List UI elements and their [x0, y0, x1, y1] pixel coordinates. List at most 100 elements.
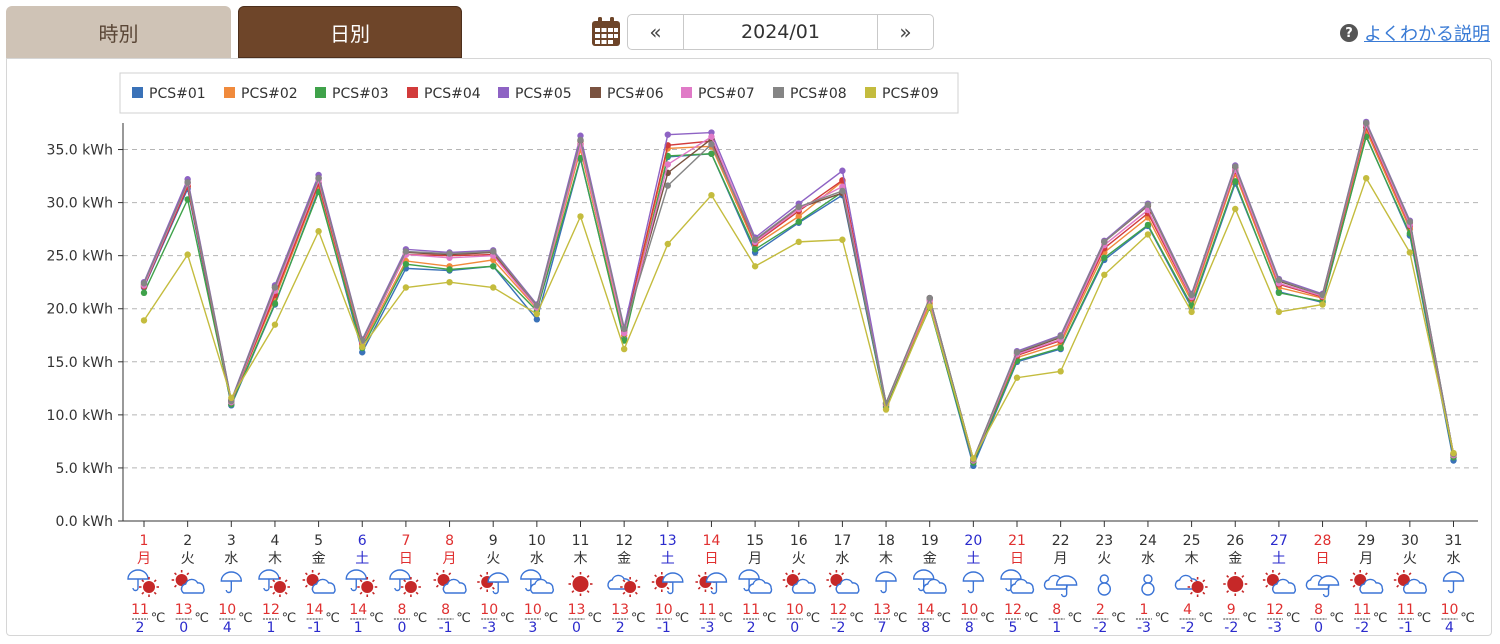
tab-hourly[interactable]: 時別: [6, 6, 231, 58]
sun-cloud-icon: [302, 570, 336, 594]
sun-cloud-icon: [826, 570, 860, 594]
y-tick-label: 30.0 kWh: [47, 196, 113, 212]
sun-ray: [710, 586, 714, 590]
temp-unit: ℃: [282, 611, 297, 626]
help-link[interactable]: よくわかる説明: [1364, 24, 1490, 45]
sun-ray: [272, 579, 276, 583]
cloud-shape: [530, 578, 554, 594]
day-column: 5 金 14 -1℃: [306, 521, 340, 636]
weekday-label: 土: [661, 551, 675, 567]
legend-item: PCS#02: [224, 86, 298, 102]
series-pcs-09: [140, 174, 1457, 462]
legend-box: [119, 72, 959, 114]
data-point: [490, 263, 497, 270]
temp-unit: ℃: [718, 611, 733, 626]
snow-body: [1141, 582, 1155, 596]
data-point: [1013, 374, 1021, 381]
legend-label: PCS#01: [149, 86, 206, 102]
y-tick-label: 15.0 kWh: [47, 355, 113, 371]
question-icon: ?: [1340, 24, 1358, 42]
next-month-button[interactable]: »: [899, 20, 912, 44]
sun-ray: [634, 591, 638, 595]
weekday-label: 水: [224, 551, 238, 567]
y-tick-label: 5.0 kWh: [55, 461, 113, 477]
data-point: [140, 289, 148, 297]
data-point: [1363, 174, 1370, 182]
data-point: [271, 300, 279, 307]
prev-month-button[interactable]: «: [649, 20, 662, 44]
legend-label: PCS#04: [424, 86, 481, 102]
temp-min: -2: [831, 620, 845, 636]
weekday-label: 金: [312, 551, 326, 567]
sun-ray: [479, 586, 483, 590]
sun-ray: [785, 572, 789, 576]
sun-disc: [624, 581, 637, 593]
rain-cloud-icon: [520, 569, 554, 594]
data-point: [228, 394, 235, 402]
sun-ray: [304, 572, 308, 576]
temp-max: 13: [175, 602, 193, 618]
weekday-label: 月: [748, 551, 762, 567]
sun-ray: [435, 572, 439, 576]
day-number: 9: [489, 533, 498, 549]
sun-ray: [448, 572, 452, 576]
sun-disc: [143, 581, 155, 593]
snow-head: [1099, 574, 1110, 584]
umbrella-handle: [880, 581, 887, 594]
sun-disc: [175, 574, 188, 586]
data-point: [882, 406, 890, 413]
sun-ray: [403, 591, 407, 595]
sun-ray: [491, 586, 495, 590]
calendar-icon[interactable]: [590, 16, 622, 48]
temp-min: 4: [1445, 620, 1454, 636]
sun-disc: [1397, 574, 1410, 586]
day-column: 14 日 11 -3 ℃: [699, 521, 733, 636]
sun-ray: [841, 572, 845, 576]
temp-min: 0: [179, 620, 188, 636]
temp-max: 12: [262, 602, 280, 618]
sun-ray: [1241, 590, 1245, 594]
day-number: 31: [1445, 533, 1463, 549]
temp-min: 0: [790, 620, 799, 636]
temp-min: -1: [308, 620, 322, 636]
tab-daily[interactable]: 日別: [238, 6, 462, 58]
data-point: [402, 260, 410, 268]
series-line: [143, 133, 1455, 468]
data-point: [620, 345, 628, 353]
temp-max: 10: [218, 602, 236, 618]
temp-unit: ℃: [1460, 611, 1475, 626]
data-point: [751, 236, 759, 243]
umbrella-canopy: [875, 571, 897, 582]
umbrella-canopy: [1442, 571, 1465, 582]
day-number: 7: [401, 533, 410, 549]
data-point: [795, 203, 802, 211]
temp-min: -2: [1093, 620, 1107, 636]
temp-unit: ℃: [1111, 611, 1126, 626]
data-point: [533, 310, 541, 318]
umbrella-canopy: [520, 569, 542, 580]
rain-sun-icon: [258, 569, 290, 597]
day-column: 1 月 11 2 ℃: [131, 521, 165, 636]
legend-swatch: [407, 87, 418, 98]
umbrella-handle: [1322, 585, 1330, 598]
temp-max: 1: [1139, 602, 1148, 618]
data-point: [315, 228, 322, 235]
sun-ray: [654, 574, 658, 578]
data-point: [1450, 449, 1457, 457]
data-point: [970, 455, 977, 462]
day-number: 12: [615, 533, 633, 549]
temp-min: 5: [1009, 620, 1018, 636]
data-point: [1188, 291, 1195, 299]
sun-ray: [571, 574, 575, 578]
weekday-label: 水: [530, 551, 544, 567]
day-number: 23: [1095, 533, 1113, 549]
sun-ray: [1265, 584, 1269, 588]
sun-ray: [141, 579, 145, 583]
temp-unit: ℃: [1417, 611, 1432, 626]
sun-ray: [622, 591, 626, 595]
weekday-label: 木: [574, 551, 588, 567]
data-point: [1275, 289, 1283, 297]
temp-min: -2: [1224, 620, 1238, 636]
cloud-shape: [1272, 578, 1296, 594]
sun-ray: [1265, 572, 1269, 576]
